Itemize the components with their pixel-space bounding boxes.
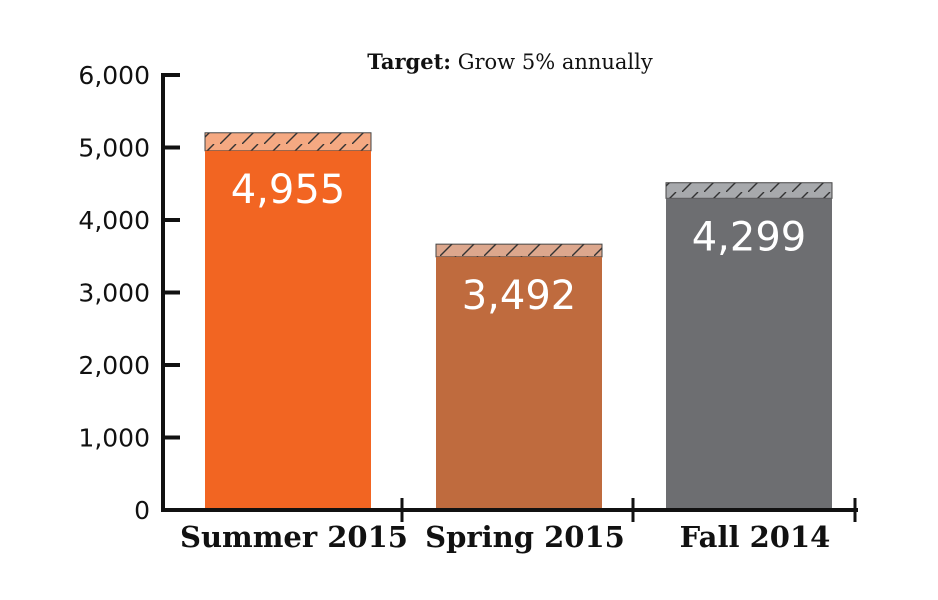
target-hatch xyxy=(205,132,371,151)
category-label: Spring 2015 xyxy=(425,520,625,554)
bar xyxy=(436,256,602,510)
y-tick-label: 2,000 xyxy=(78,351,150,380)
y-tick-label: 3,000 xyxy=(78,279,150,308)
y-tick-label: 5,000 xyxy=(78,134,150,163)
chart-title: Target: Grow 5% annually xyxy=(367,49,653,74)
value-label: 4,955 xyxy=(231,167,346,213)
y-tick-label: 0 xyxy=(134,496,150,525)
bar xyxy=(666,198,832,510)
category-label: Summer 2015 xyxy=(180,520,408,554)
y-tick-label: 6,000 xyxy=(78,61,150,90)
category-label: Fall 2014 xyxy=(680,520,831,554)
bar xyxy=(205,150,371,510)
chart-title-rest: Grow 5% annually xyxy=(451,50,653,74)
y-tick-label: 4,000 xyxy=(78,206,150,235)
target-hatch xyxy=(436,244,602,257)
value-label: 3,492 xyxy=(462,273,577,319)
chart-title-bold: Target: xyxy=(367,49,451,74)
value-label: 4,299 xyxy=(692,214,807,260)
y-tick-label: 1,000 xyxy=(78,424,150,453)
target-hatch xyxy=(666,182,832,199)
